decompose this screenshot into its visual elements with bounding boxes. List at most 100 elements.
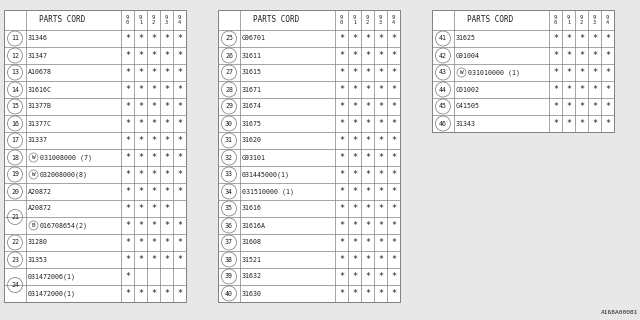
Text: 9
4: 9 4 bbox=[392, 15, 395, 25]
Text: *: * bbox=[164, 102, 169, 111]
Text: 36: 36 bbox=[225, 222, 233, 228]
Text: *: * bbox=[378, 187, 383, 196]
Text: 032008000(8): 032008000(8) bbox=[40, 171, 88, 178]
Text: *: * bbox=[352, 136, 357, 145]
Text: 30: 30 bbox=[225, 121, 233, 126]
Text: *: * bbox=[391, 204, 396, 213]
Text: 31377B: 31377B bbox=[28, 103, 52, 109]
Text: 9
1: 9 1 bbox=[353, 15, 356, 25]
Text: *: * bbox=[391, 272, 396, 281]
Text: 9
2: 9 2 bbox=[366, 15, 369, 25]
Text: *: * bbox=[592, 68, 597, 77]
Text: *: * bbox=[151, 289, 156, 298]
Text: *: * bbox=[352, 238, 357, 247]
Text: *: * bbox=[352, 255, 357, 264]
Text: *: * bbox=[151, 85, 156, 94]
Text: *: * bbox=[177, 187, 182, 196]
Text: *: * bbox=[138, 221, 143, 230]
Text: *: * bbox=[151, 119, 156, 128]
Text: 031010000 (1): 031010000 (1) bbox=[468, 69, 520, 76]
Text: B: B bbox=[32, 223, 35, 228]
Text: *: * bbox=[378, 136, 383, 145]
Text: *: * bbox=[566, 85, 571, 94]
Text: *: * bbox=[339, 136, 344, 145]
Text: 46: 46 bbox=[439, 121, 447, 126]
Text: *: * bbox=[365, 153, 370, 162]
Text: 31616C: 31616C bbox=[28, 86, 52, 92]
Text: 31347: 31347 bbox=[28, 52, 48, 59]
Bar bbox=[218, 10, 400, 302]
Text: *: * bbox=[378, 85, 383, 94]
Text: *: * bbox=[164, 34, 169, 43]
Text: A168A00081: A168A00081 bbox=[600, 310, 638, 315]
Text: *: * bbox=[125, 153, 130, 162]
Text: 45: 45 bbox=[439, 103, 447, 109]
Text: *: * bbox=[391, 136, 396, 145]
Text: *: * bbox=[164, 187, 169, 196]
Text: *: * bbox=[605, 68, 610, 77]
Text: *: * bbox=[365, 255, 370, 264]
Text: 11: 11 bbox=[11, 36, 19, 42]
Text: *: * bbox=[339, 187, 344, 196]
Text: *: * bbox=[138, 170, 143, 179]
Text: *: * bbox=[177, 102, 182, 111]
Text: 25: 25 bbox=[225, 36, 233, 42]
Text: *: * bbox=[391, 255, 396, 264]
Text: 33: 33 bbox=[225, 172, 233, 178]
Text: *: * bbox=[138, 187, 143, 196]
Bar bbox=[4, 10, 186, 302]
Text: *: * bbox=[125, 51, 130, 60]
Text: *: * bbox=[352, 289, 357, 298]
Text: *: * bbox=[378, 238, 383, 247]
Text: *: * bbox=[151, 238, 156, 247]
Text: *: * bbox=[125, 170, 130, 179]
Text: *: * bbox=[352, 102, 357, 111]
Text: 31337: 31337 bbox=[28, 138, 48, 143]
Text: *: * bbox=[391, 51, 396, 60]
Text: *: * bbox=[339, 221, 344, 230]
Text: *: * bbox=[151, 68, 156, 77]
Text: 9
0: 9 0 bbox=[554, 15, 557, 25]
Text: *: * bbox=[579, 68, 584, 77]
Text: *: * bbox=[164, 221, 169, 230]
Text: *: * bbox=[151, 51, 156, 60]
Text: *: * bbox=[378, 119, 383, 128]
Text: *: * bbox=[391, 85, 396, 94]
Text: *: * bbox=[365, 85, 370, 94]
Text: 31620: 31620 bbox=[242, 138, 262, 143]
Text: *: * bbox=[125, 289, 130, 298]
Text: *: * bbox=[177, 221, 182, 230]
Text: *: * bbox=[553, 34, 558, 43]
Text: 19: 19 bbox=[11, 172, 19, 178]
Text: *: * bbox=[365, 238, 370, 247]
Text: PARTS CORD: PARTS CORD bbox=[253, 15, 300, 25]
Text: A20872: A20872 bbox=[28, 188, 52, 195]
Text: 40: 40 bbox=[225, 291, 233, 297]
Text: *: * bbox=[378, 102, 383, 111]
Text: *: * bbox=[592, 85, 597, 94]
Text: *: * bbox=[164, 136, 169, 145]
Text: 39: 39 bbox=[225, 274, 233, 279]
Text: *: * bbox=[125, 221, 130, 230]
Text: W: W bbox=[460, 70, 463, 75]
Text: 31280: 31280 bbox=[28, 239, 48, 245]
Text: *: * bbox=[605, 34, 610, 43]
Text: *: * bbox=[339, 255, 344, 264]
Text: 31346: 31346 bbox=[28, 36, 48, 42]
Text: *: * bbox=[352, 68, 357, 77]
Text: *: * bbox=[579, 102, 584, 111]
Text: *: * bbox=[365, 204, 370, 213]
Text: *: * bbox=[125, 238, 130, 247]
Text: A20872: A20872 bbox=[28, 205, 52, 212]
Text: 9
0: 9 0 bbox=[126, 15, 129, 25]
Text: *: * bbox=[566, 51, 571, 60]
Text: 016708654(2): 016708654(2) bbox=[40, 222, 88, 229]
Text: *: * bbox=[391, 34, 396, 43]
Text: 13: 13 bbox=[11, 69, 19, 76]
Text: *: * bbox=[177, 289, 182, 298]
Text: 031445000(1): 031445000(1) bbox=[242, 171, 290, 178]
Bar bbox=[432, 10, 614, 132]
Text: *: * bbox=[339, 102, 344, 111]
Text: *: * bbox=[566, 102, 571, 111]
Text: 31521: 31521 bbox=[242, 257, 262, 262]
